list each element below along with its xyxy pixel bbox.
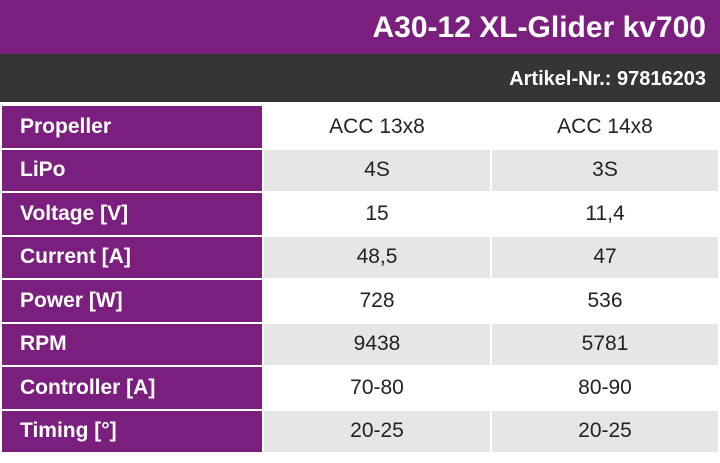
cell: 728	[262, 278, 492, 324]
cell: 3S	[490, 147, 720, 193]
row-label: Voltage [V]	[0, 191, 264, 237]
cell: 48,5	[262, 234, 492, 280]
cell: 20-25	[262, 408, 492, 454]
title: A30-12 XL-Glider kv700	[0, 0, 720, 54]
cell: ACC 14x8	[490, 104, 720, 150]
row-label: LiPo	[0, 147, 264, 193]
row-label: RPM	[0, 321, 264, 367]
cell: 80-90	[490, 365, 720, 411]
cell: 536	[490, 278, 720, 324]
cell: 11,4	[490, 191, 720, 237]
table-row: Timing [°] 20-25 20-25	[0, 408, 720, 454]
row-label: Controller [A]	[0, 365, 264, 411]
cell: 15	[262, 191, 492, 237]
cell: 5781	[490, 321, 720, 367]
row-label: Propeller	[0, 104, 264, 150]
table-row: Propeller ACC 13x8 ACC 14x8	[0, 104, 720, 150]
table-row: Current [A] 48,5 47	[0, 234, 720, 280]
table-row: Voltage [V] 15 11,4	[0, 191, 720, 237]
cell: 20-25	[490, 408, 720, 454]
article-number: Artikel-Nr.: 97816203	[0, 54, 720, 102]
row-label: Current [A]	[0, 234, 264, 280]
row-label: Timing [°]	[0, 408, 264, 454]
table-row: Power [W] 728 536	[0, 278, 720, 324]
table-row: Controller [A] 70-80 80-90	[0, 365, 720, 411]
cell: ACC 13x8	[262, 104, 492, 150]
cell: 70-80	[262, 365, 492, 411]
spec-table: Propeller ACC 13x8 ACC 14x8 LiPo 4S 3S Voltage…	[0, 104, 720, 454]
cell: 9438	[262, 321, 492, 367]
table-row: RPM 9438 5781	[0, 321, 720, 367]
table-row: LiPo 4S 3S	[0, 147, 720, 193]
cell: 4S	[262, 147, 492, 193]
cell: 47	[490, 234, 720, 280]
row-label: Power [W]	[0, 278, 264, 324]
